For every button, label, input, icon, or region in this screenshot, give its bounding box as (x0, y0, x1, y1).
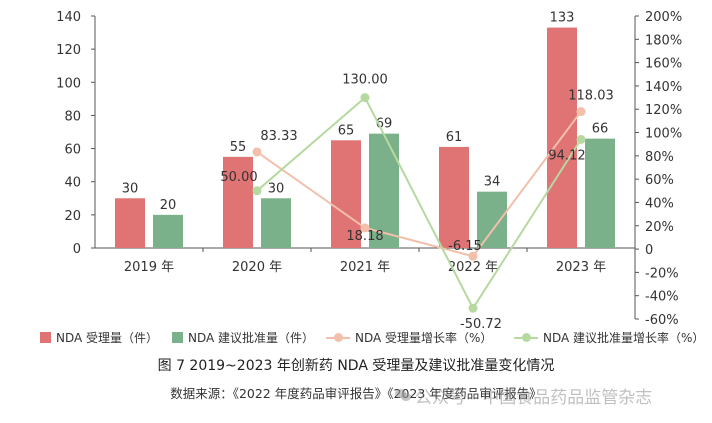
bar-label-approved: 34 (484, 175, 501, 190)
right-tick-label: 80% (645, 150, 674, 165)
point-label-approved-growth: 130.00 (342, 73, 388, 88)
right-tick-label: -60% (645, 313, 679, 328)
legend-swatch-accepted-growth (326, 332, 350, 343)
line-approved-growth (256, 95, 582, 311)
legend-label-accepted: NDA 受理量（件） (56, 331, 159, 345)
left-tick-label: 0 (73, 242, 81, 257)
point-label-accepted-growth: -6.15 (448, 239, 482, 254)
x-tick-label: 2022 年 (448, 260, 498, 275)
left-tick-label: 100 (56, 76, 81, 91)
right-tick-label: 120% (645, 103, 682, 118)
point-approved-growth (360, 93, 370, 103)
x-tick-label: 2023 年 (556, 260, 606, 275)
left-tick-label: 120 (56, 43, 81, 58)
left-tick-label: 20 (64, 209, 81, 224)
bar-label-approved: 66 (592, 122, 609, 137)
bar-label-accepted: 61 (446, 130, 463, 145)
left-tick-label: 140 (56, 10, 81, 25)
bar-approved (153, 214, 183, 248)
left-tick-label: 80 (64, 109, 81, 124)
point-approved-growth (468, 303, 478, 313)
point-label-accepted-growth: 18.18 (346, 229, 383, 244)
left-tick-label: 60 (64, 143, 81, 158)
legend-swatch-accepted (40, 332, 51, 343)
right-tick-label: 0 (645, 243, 653, 258)
point-accepted-growth (576, 107, 586, 117)
x-tick-label: 2020 年 (232, 260, 282, 275)
point-label-approved-growth: 50.00 (220, 170, 257, 185)
legend-item-approved-growth: NDA 建议批准量增长率（%） (514, 329, 704, 346)
watermark-text: 公众号 · 中国食品药品监管杂志 (415, 388, 653, 408)
legend-swatch-approved-growth (514, 332, 538, 343)
right-tick-label: -20% (645, 266, 679, 281)
bar-label-accepted: 55 (230, 140, 247, 155)
source-caption: 数据来源：《2022 年度药品审评报告》《2023 年度药品审评报告》 (170, 386, 542, 401)
right-tick-label: 140% (645, 80, 682, 95)
point-label-accepted-growth: 118.03 (568, 89, 614, 104)
legend-item-accepted-growth: NDA 受理量增长率（%） (326, 329, 492, 346)
point-approved-growth (576, 134, 586, 144)
legend-swatch-approved (172, 332, 183, 343)
bar-label-approved: 30 (268, 181, 285, 196)
right-tick-label: 20% (645, 220, 674, 235)
legend-label-approved-growth: NDA 建议批准量增长率（%） (543, 331, 705, 345)
x-tick-label: 2021 年 (340, 260, 390, 275)
bar-approved (585, 138, 615, 248)
right-tick-label: 100% (645, 127, 682, 142)
wechat-icon (395, 389, 411, 402)
right-tick-label: 40% (645, 196, 674, 211)
point-label-approved-growth: 94.12 (548, 148, 585, 163)
point-accepted-growth (360, 223, 370, 233)
right-tick-label: 60% (645, 173, 674, 188)
bar-label-accepted: 133 (550, 11, 575, 26)
bar-label-accepted: 30 (122, 181, 139, 196)
right-tick-label: 200% (645, 10, 682, 25)
x-tick-label: 2019 年 (124, 260, 174, 275)
watermark: 公众号 · 中国食品药品监管杂志 (395, 383, 652, 408)
bar-accepted (331, 140, 361, 248)
legend-item-nda-accepted: NDA 受理量（件） (40, 329, 158, 346)
bar-approved (477, 191, 507, 248)
legend-label-approved: NDA 建议批准量（件） (188, 331, 315, 345)
right-tick-label: 160% (645, 57, 682, 72)
legend-item-nda-approved: NDA 建议批准量（件） (172, 329, 314, 346)
point-approved-growth (252, 186, 262, 196)
left-tick-label: 40 (64, 176, 81, 191)
right-tick-label: 180% (645, 33, 682, 48)
line-accepted-growth (256, 110, 582, 258)
legend-label-accepted-growth: NDA 受理量增长率（%） (355, 331, 493, 345)
chart-area: 0 20 40 60 80 100 120 140 -60% -40% -20% 0 20% 40% 60%… (56, 10, 682, 330)
point-accepted-growth (252, 147, 262, 157)
bar-approved (261, 198, 291, 248)
bar-accepted (223, 156, 253, 248)
bar-label-approved: 20 (160, 198, 177, 213)
point-label-accepted-growth: 83.33 (260, 129, 297, 144)
bar-accepted (439, 146, 469, 248)
chart-legend: NDA 受理量（件） NDA 建议批准量（件） NDA 受理量增长率（%） ND… (0, 329, 712, 349)
bar-label-accepted: 65 (338, 123, 355, 138)
right-tick-label: -40% (645, 290, 679, 305)
bar-accepted (115, 198, 145, 248)
point-accepted-growth (468, 251, 478, 261)
point-label-approved-growth: -50.72 (460, 317, 502, 330)
figure-caption: 图 7 2019~2023 年创新药 NDA 受理量及建议批准量变化情况 (157, 358, 555, 374)
